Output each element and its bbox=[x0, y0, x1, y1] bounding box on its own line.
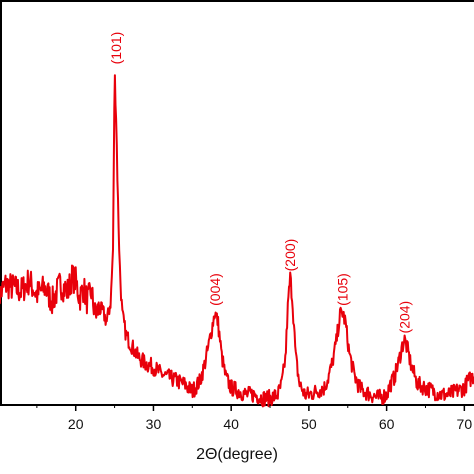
series-layer bbox=[0, 74, 474, 408]
x-tick-label-60: 60 bbox=[379, 416, 395, 432]
x-tick-label-70: 70 bbox=[457, 416, 473, 432]
x-tick-label-30: 30 bbox=[146, 416, 162, 432]
plot-frame bbox=[0, 0, 474, 406]
peak-label-200: (200) bbox=[282, 239, 298, 272]
x-tick-label-40: 40 bbox=[223, 416, 239, 432]
peak-label-105: (105) bbox=[334, 273, 350, 306]
x-tick-label-20: 20 bbox=[68, 416, 84, 432]
x-axis-title: 2Θ(degree) bbox=[196, 446, 278, 463]
series-line bbox=[0, 74, 474, 408]
peak-labels: (101) (004) (200) (105) (204) bbox=[108, 32, 412, 334]
peak-label-004: (004) bbox=[207, 273, 223, 306]
peak-label-204: (204) bbox=[396, 301, 412, 334]
peak-label-101: (101) bbox=[108, 32, 124, 65]
x-ticks: 20 30 40 50 60 70 bbox=[36, 405, 473, 432]
x-tick-label-50: 50 bbox=[301, 416, 317, 432]
